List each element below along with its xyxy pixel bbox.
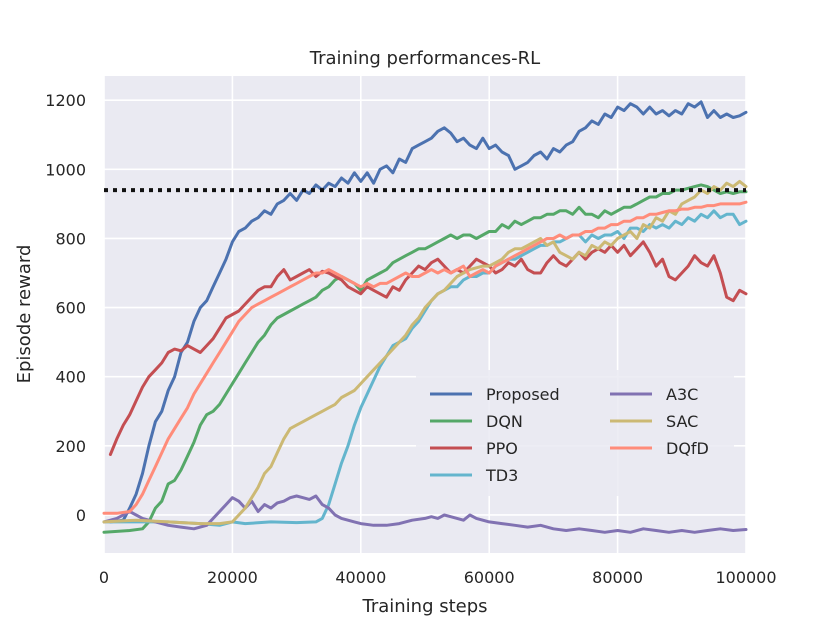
- legend-label-ppo: PPO: [486, 439, 518, 458]
- series-lines: [102, 100, 748, 534]
- legend-box: [416, 370, 734, 496]
- series-line-dqn: [102, 183, 748, 534]
- y-axis-title: Episode reward: [14, 245, 35, 384]
- legend-label-td3: TD3: [485, 466, 518, 485]
- y-tick-label: 0: [76, 506, 86, 525]
- x-tick-label: 60000: [464, 568, 515, 587]
- y-tick-label: 600: [55, 299, 86, 318]
- series-line-ppo: [108, 240, 748, 456]
- chart-title: Training performances-RL: [309, 48, 540, 69]
- legend-label-dqn: DQN: [486, 412, 523, 431]
- legend-label-proposed: Proposed: [486, 385, 560, 404]
- legend-label-sac: SAC: [666, 412, 698, 431]
- x-axis-title: Training steps: [361, 596, 487, 617]
- y-tick-label: 200: [55, 437, 86, 456]
- x-tick-label: 100000: [715, 568, 776, 587]
- legend: Proposed DQN PPO TD3 A3C SAC DQfD: [416, 370, 734, 496]
- x-tick-label: 80000: [592, 568, 643, 587]
- x-tick-label: 20000: [207, 568, 258, 587]
- x-tick-label: 40000: [335, 568, 386, 587]
- legend-label-a3c: A3C: [666, 385, 698, 404]
- y-tick-label: 1200: [45, 91, 86, 110]
- legend-label-dqfd: DQfD: [666, 439, 709, 458]
- y-tick-label: 1000: [45, 160, 86, 179]
- y-tick-label: 800: [55, 229, 86, 248]
- tick-labels: 0 20000 40000 60000 80000 100000 0 200 400 600 800…: [45, 91, 776, 587]
- x-tick-label: 0: [99, 568, 109, 587]
- series-line-dqfd: [102, 200, 748, 515]
- series-line-sac: [102, 179, 748, 526]
- y-tick-label: 400: [55, 368, 86, 387]
- series-line-proposed: [108, 100, 748, 524]
- series-line-a3c: [102, 494, 748, 534]
